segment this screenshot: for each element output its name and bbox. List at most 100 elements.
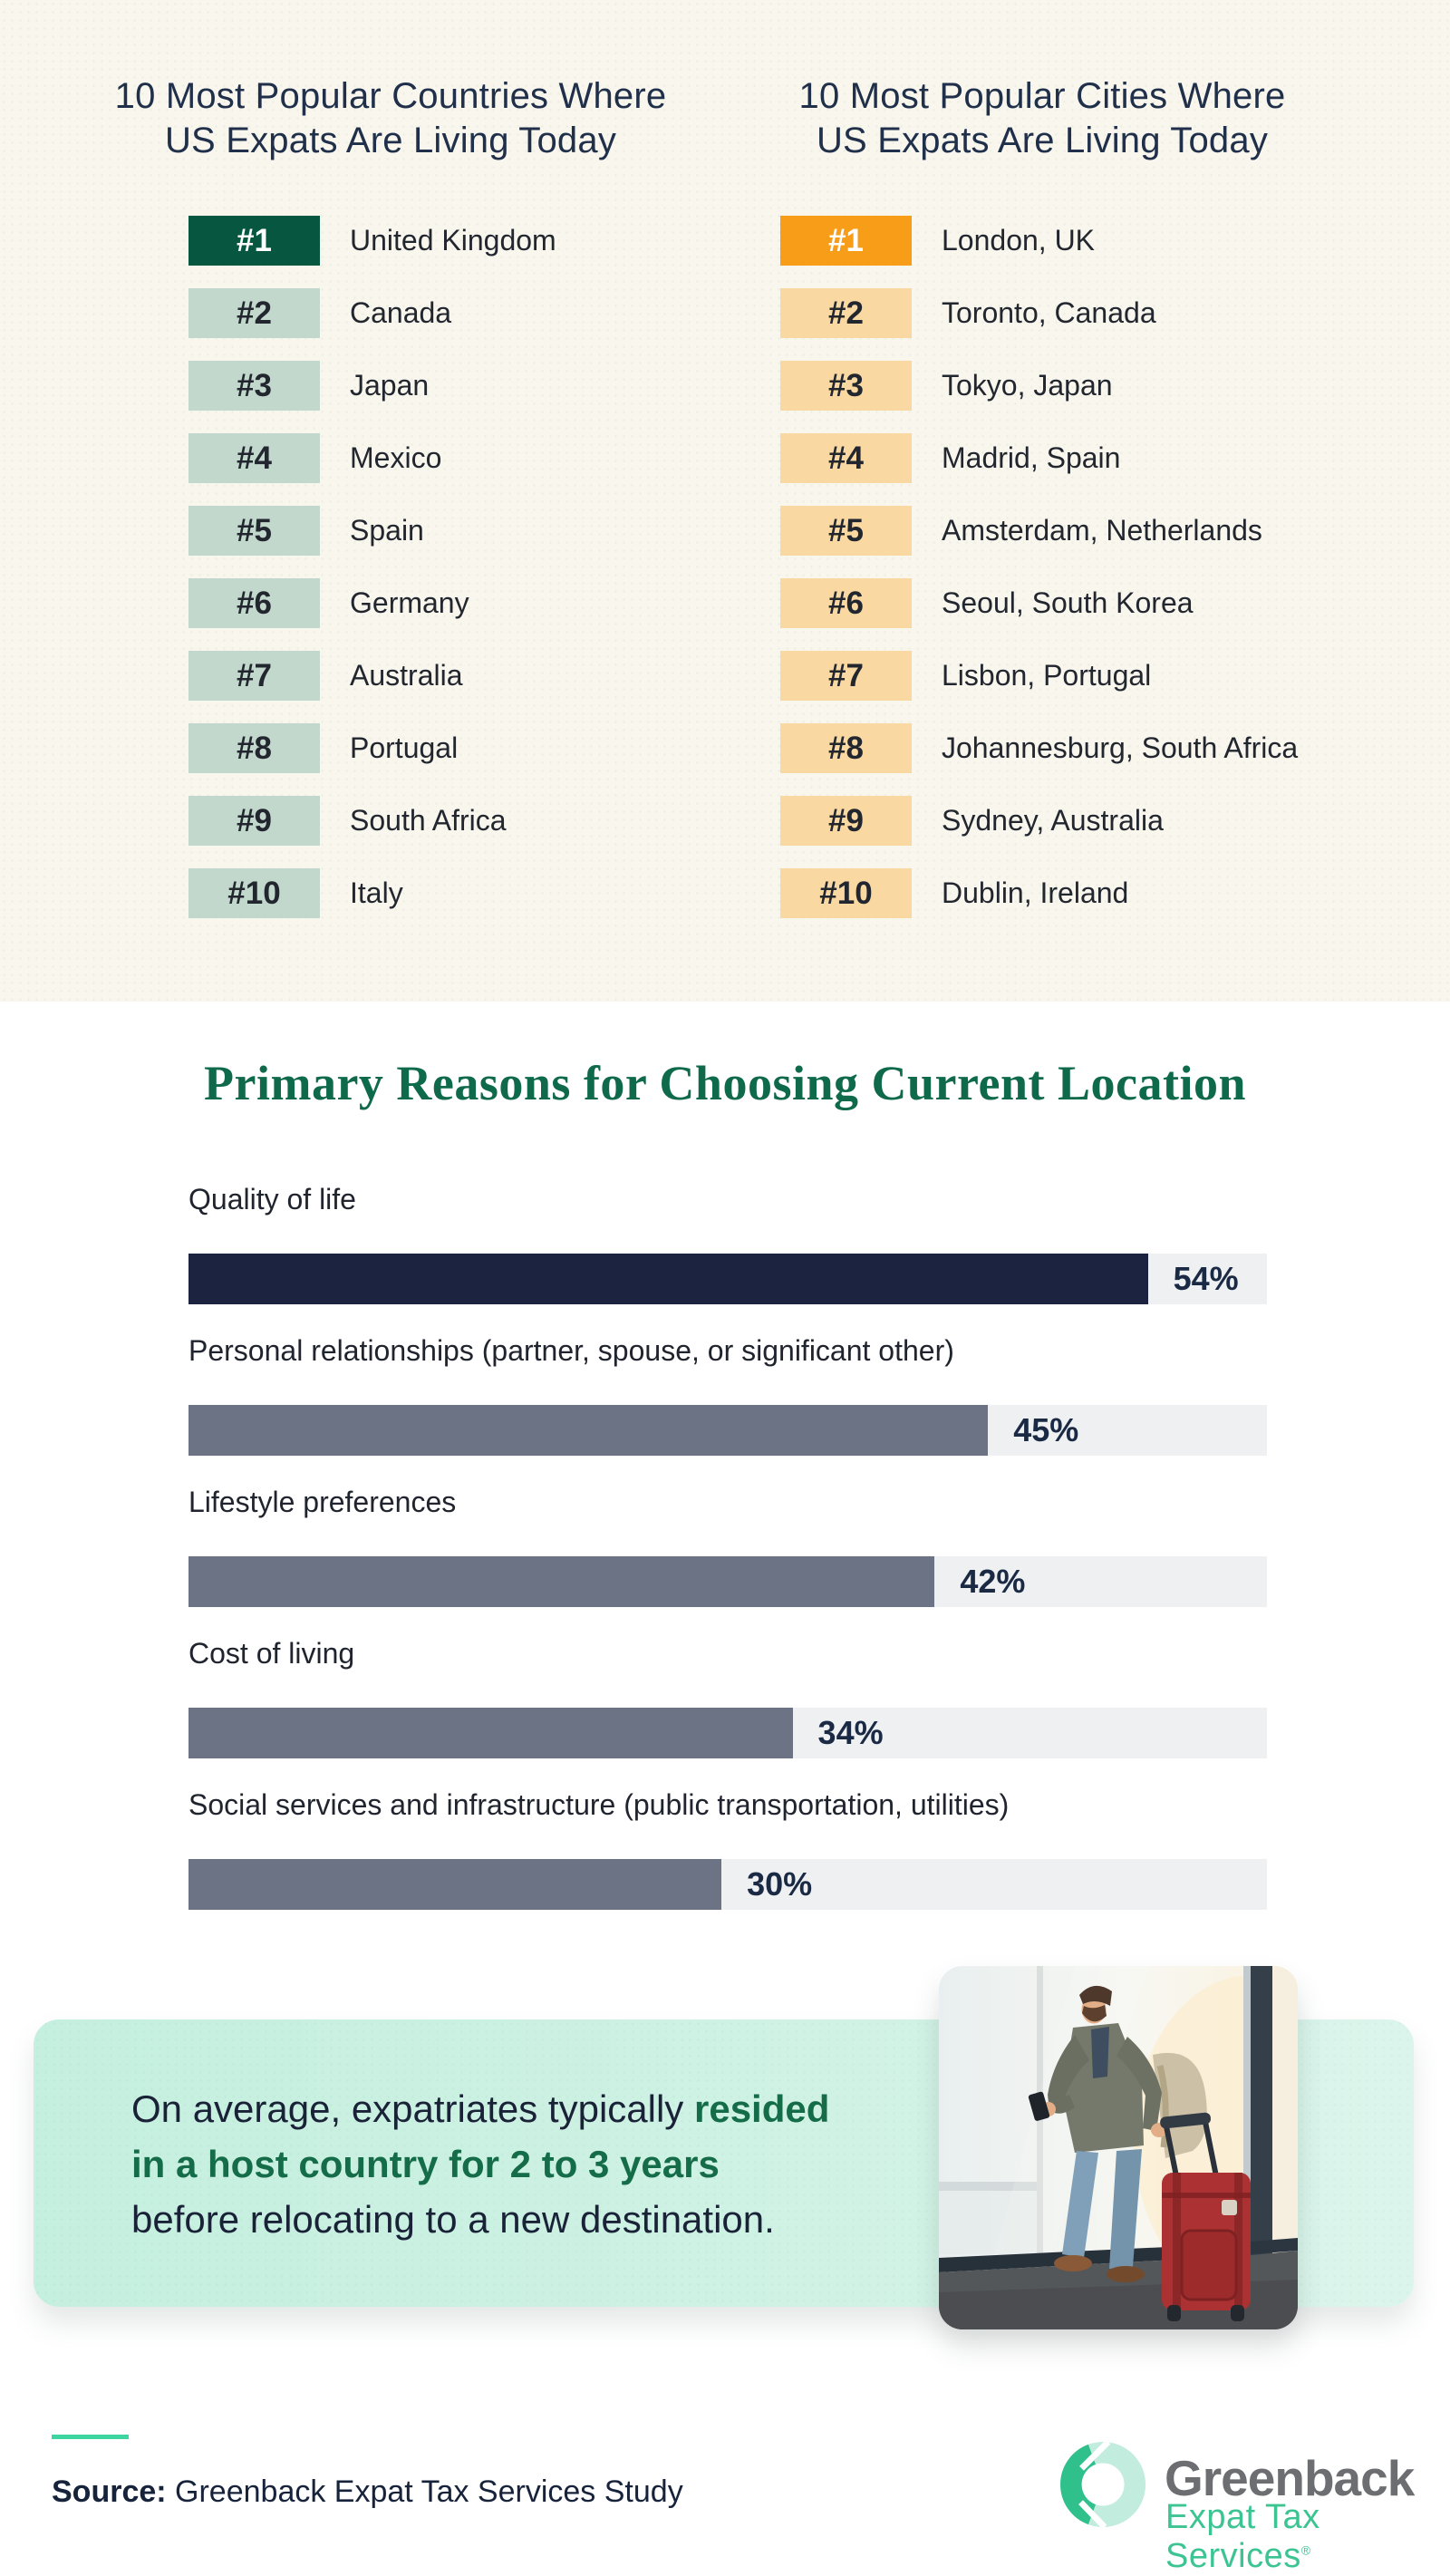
bar-value-label: 30% xyxy=(747,1865,813,1903)
rank-label: Spain xyxy=(350,514,424,547)
backpack-strap xyxy=(1156,2065,1169,2148)
rank-label: United Kingdom xyxy=(350,224,556,257)
rank-label: Dublin, Ireland xyxy=(942,876,1129,909)
source-label: Source: xyxy=(52,2474,167,2509)
list-item: #7 Australia xyxy=(188,651,556,701)
man-figure xyxy=(1028,1985,1167,2282)
rank-label: Portugal xyxy=(350,731,459,764)
rank-badge: #1 xyxy=(780,216,912,266)
rank-badge: #3 xyxy=(188,361,320,411)
source-line: Source: Greenback Expat Tax Services Stu… xyxy=(52,2474,683,2510)
bar-fill xyxy=(188,1254,1148,1304)
rank-badge: #6 xyxy=(188,578,320,628)
bar-track: 42% xyxy=(188,1556,1267,1607)
suitcase-pocket xyxy=(1180,2229,1238,2301)
bar-value-label: 54% xyxy=(1173,1260,1239,1297)
rank-label: Japan xyxy=(350,369,430,402)
rank-label: South Africa xyxy=(350,804,507,837)
wheel-right xyxy=(1231,2305,1244,2321)
bar-category-label: Personal relationships (partner, spouse,… xyxy=(188,1334,954,1367)
countries-title-line1: 10 Most Popular Countries Where xyxy=(114,76,667,116)
rank-label: Italy xyxy=(350,876,403,909)
bar-value-label: 42% xyxy=(960,1563,1026,1600)
countries-list-title: 10 Most Popular Countries Where US Expat… xyxy=(109,74,672,163)
callout-highlight-text: in a host country for 2 to 3 years xyxy=(131,2143,720,2185)
horizon-haze xyxy=(939,2191,1040,2254)
right-pane xyxy=(1272,1966,1298,2274)
rank-label: Australia xyxy=(350,659,463,692)
phone xyxy=(1028,2091,1050,2121)
rank-label: Madrid, Spain xyxy=(942,441,1121,474)
window-mullion xyxy=(1251,1966,1272,2280)
bar-track: 30% xyxy=(188,1859,1267,1910)
source-text: Greenback Expat Tax Services Study xyxy=(166,2474,683,2509)
countries-title-line2: US Expats Are Living Today xyxy=(164,121,617,160)
rank-label: Seoul, South Korea xyxy=(942,586,1194,619)
logo-subtitle: Expat Tax Services® xyxy=(1165,2498,1403,2576)
callout-regular-text: On average, expatriates typically xyxy=(131,2087,694,2130)
bar-track: 34% xyxy=(188,1708,1267,1758)
list-item: #2 Canada xyxy=(188,288,556,338)
list-item: #2 Toronto, Canada xyxy=(780,288,1298,338)
bar-fill xyxy=(188,1405,989,1456)
bar-value-label: 45% xyxy=(1013,1411,1079,1448)
chart-row: Cost of living 34% xyxy=(188,1635,1267,1758)
baseboard-right xyxy=(1251,2238,1298,2254)
rank-badge: #10 xyxy=(188,868,320,918)
cities-title-line1: 10 Most Popular Cities Where xyxy=(798,76,1286,116)
handle-grip xyxy=(1160,2112,1211,2129)
rank-badge: #5 xyxy=(780,506,912,556)
list-item: #6 Seoul, South Korea xyxy=(780,578,1298,628)
countries-ranking-list: #1 United Kingdom #2 Canada #3 Japan #4 Mexico #… xyxy=(188,216,556,941)
expat-traveler-photo xyxy=(939,1966,1298,2329)
right-upper-arm xyxy=(1048,2035,1089,2104)
callout-highlight-text: resided xyxy=(693,2087,830,2130)
rank-badge: #1 xyxy=(188,216,320,266)
rank-badge: #4 xyxy=(780,433,912,483)
hair xyxy=(1079,1985,1112,2006)
bar-fill xyxy=(188,1708,793,1758)
logo-subtitle-text: Expat Tax Services xyxy=(1165,2498,1320,2575)
logo-notch-top xyxy=(1079,2440,1111,2471)
chart-row: Personal relationships (partner, spouse,… xyxy=(188,1332,1267,1456)
rank-label: London, UK xyxy=(942,224,1096,257)
bar-track: 54% xyxy=(188,1254,1267,1304)
bar-fill xyxy=(188,1556,935,1607)
bar-category-label: Social services and infrastructure (publ… xyxy=(188,1788,1010,1821)
list-item: #8 Portugal xyxy=(188,723,556,773)
right-shoe xyxy=(1107,2266,1145,2282)
cities-list-title: 10 Most Popular Cities Where US Expats A… xyxy=(761,74,1323,163)
left-shoe xyxy=(1054,2255,1092,2271)
plaid-shirt xyxy=(1091,2027,1109,2078)
bar-fill xyxy=(188,1859,722,1910)
callout-regular-text: before relocating to a new destination. xyxy=(131,2198,775,2241)
left-arm xyxy=(1116,2037,1162,2131)
chart-row: Quality of life 54% xyxy=(188,1181,1267,1304)
list-item: #1 United Kingdom xyxy=(188,216,556,266)
bar-value-label: 34% xyxy=(817,1714,884,1751)
beard xyxy=(1082,2005,1107,2022)
list-item: #9 Sydney, Australia xyxy=(780,796,1298,846)
list-item: #8 Johannesburg, South Africa xyxy=(780,723,1298,773)
suitcase-zipper xyxy=(1162,2193,1251,2198)
rank-badge: #8 xyxy=(780,723,912,773)
bar-category-label: Quality of life xyxy=(188,1183,356,1215)
bar-track: 45% xyxy=(188,1405,1267,1456)
horizon-bridge xyxy=(939,2182,1040,2191)
list-item: #3 Tokyo, Japan xyxy=(780,361,1298,411)
red-suitcase xyxy=(1160,2112,1251,2321)
callout-line: before relocating to a new destination. xyxy=(131,2192,947,2247)
list-item: #10 Dublin, Ireland xyxy=(780,868,1298,918)
list-item: #4 Madrid, Spain xyxy=(780,433,1298,483)
rank-label: Tokyo, Japan xyxy=(942,369,1113,402)
list-item: #6 Germany xyxy=(188,578,556,628)
rank-badge: #5 xyxy=(188,506,320,556)
logo-notch-bottom xyxy=(1078,2500,1107,2529)
cities-ranking-list: #1 London, UK #2 Toronto, Canada #3 Tokyo, Ja… xyxy=(780,216,1298,941)
callout-line: On average, expatriates typically reside… xyxy=(131,2081,947,2136)
list-item: #7 Lisbon, Portugal xyxy=(780,651,1298,701)
cities-title-line2: US Expats Are Living Today xyxy=(816,121,1269,160)
rank-badge: #7 xyxy=(780,651,912,701)
greenback-logo: Greenback Expat Tax Services® xyxy=(1058,2440,1415,2575)
list-item: #5 Amsterdam, Netherlands xyxy=(780,506,1298,556)
